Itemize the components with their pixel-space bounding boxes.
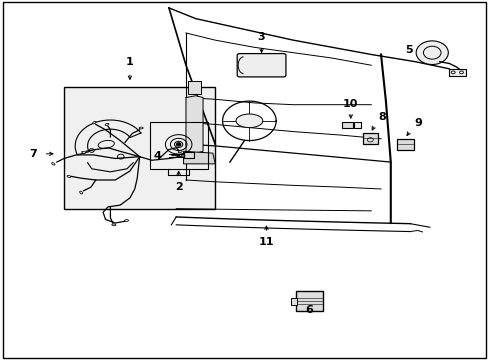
Text: 8: 8 bbox=[378, 112, 386, 122]
Text: 5: 5 bbox=[404, 45, 412, 55]
Text: 3: 3 bbox=[257, 32, 265, 42]
Text: 1: 1 bbox=[126, 57, 134, 67]
Ellipse shape bbox=[124, 220, 128, 221]
Ellipse shape bbox=[236, 114, 262, 128]
Circle shape bbox=[415, 41, 447, 64]
Text: 4: 4 bbox=[153, 150, 161, 161]
Bar bbox=[183, 152, 194, 158]
Bar bbox=[64, 87, 215, 209]
Polygon shape bbox=[188, 81, 200, 94]
Polygon shape bbox=[185, 96, 203, 153]
Text: 11: 11 bbox=[258, 237, 274, 247]
Ellipse shape bbox=[81, 151, 85, 153]
Ellipse shape bbox=[139, 127, 143, 129]
Ellipse shape bbox=[105, 123, 109, 126]
Text: 10: 10 bbox=[343, 99, 358, 109]
Text: 2: 2 bbox=[174, 182, 182, 192]
Text: 9: 9 bbox=[413, 118, 421, 129]
Ellipse shape bbox=[181, 155, 185, 157]
Polygon shape bbox=[183, 151, 215, 164]
Bar bbox=[396, 139, 413, 149]
Ellipse shape bbox=[178, 151, 182, 153]
Ellipse shape bbox=[67, 175, 71, 177]
Text: 7: 7 bbox=[29, 149, 37, 159]
Bar bbox=[290, 298, 296, 305]
Ellipse shape bbox=[80, 191, 82, 194]
Text: 6: 6 bbox=[305, 305, 312, 315]
Bar bbox=[353, 122, 360, 128]
Bar bbox=[149, 122, 207, 170]
Bar bbox=[295, 291, 322, 311]
Ellipse shape bbox=[112, 224, 116, 226]
FancyBboxPatch shape bbox=[237, 54, 285, 77]
Bar bbox=[362, 134, 377, 144]
Bar bbox=[341, 122, 352, 128]
Ellipse shape bbox=[92, 121, 96, 124]
Ellipse shape bbox=[52, 163, 55, 165]
Circle shape bbox=[176, 143, 181, 146]
Bar bbox=[448, 69, 466, 76]
